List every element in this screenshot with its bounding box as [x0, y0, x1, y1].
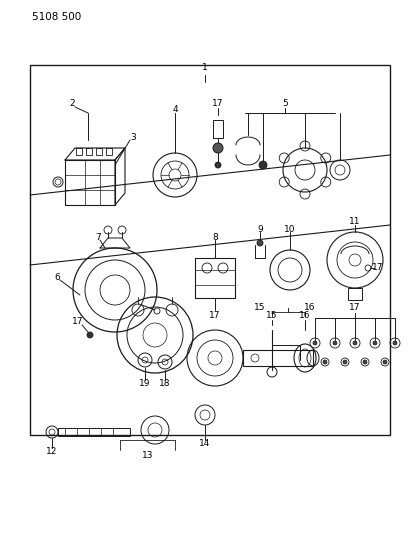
Circle shape	[313, 341, 317, 345]
Circle shape	[373, 341, 377, 345]
Text: 12: 12	[47, 447, 58, 456]
Text: 9: 9	[257, 224, 263, 233]
Bar	[195, 258, 235, 298]
Text: 13: 13	[142, 450, 154, 459]
Circle shape	[393, 341, 397, 345]
Circle shape	[215, 162, 221, 168]
Text: 17: 17	[372, 263, 384, 272]
Circle shape	[323, 360, 327, 364]
Bar	[30, 65, 390, 435]
Text: 16: 16	[304, 303, 316, 312]
Circle shape	[213, 143, 223, 153]
Text: 19: 19	[139, 378, 151, 387]
Text: 14: 14	[200, 439, 211, 448]
Text: 5108 500: 5108 500	[32, 12, 81, 22]
Text: 18: 18	[159, 378, 171, 387]
Circle shape	[383, 360, 387, 364]
Text: 10: 10	[284, 224, 296, 233]
Circle shape	[87, 332, 93, 338]
Text: 16: 16	[299, 311, 311, 320]
Text: 1: 1	[202, 63, 208, 72]
Circle shape	[343, 360, 347, 364]
Text: 17: 17	[212, 100, 224, 109]
Text: 17: 17	[209, 311, 221, 319]
Circle shape	[363, 360, 367, 364]
Text: 2: 2	[69, 100, 75, 109]
Circle shape	[333, 341, 337, 345]
Text: 15: 15	[266, 311, 278, 320]
Bar	[243, 350, 313, 366]
Circle shape	[259, 161, 267, 169]
Bar	[58, 428, 130, 436]
Text: 6: 6	[54, 272, 60, 281]
Text: 15: 15	[254, 303, 266, 312]
Text: 4: 4	[172, 106, 178, 115]
Text: 7: 7	[95, 232, 101, 241]
Text: 8: 8	[212, 232, 218, 241]
Circle shape	[353, 341, 357, 345]
Text: 17: 17	[72, 318, 84, 327]
Text: 3: 3	[130, 133, 136, 141]
Bar	[213, 120, 223, 138]
Bar	[348, 288, 362, 300]
Text: 17: 17	[349, 303, 361, 312]
Circle shape	[257, 240, 263, 246]
Text: 5: 5	[282, 100, 288, 109]
Text: 11: 11	[349, 217, 361, 227]
